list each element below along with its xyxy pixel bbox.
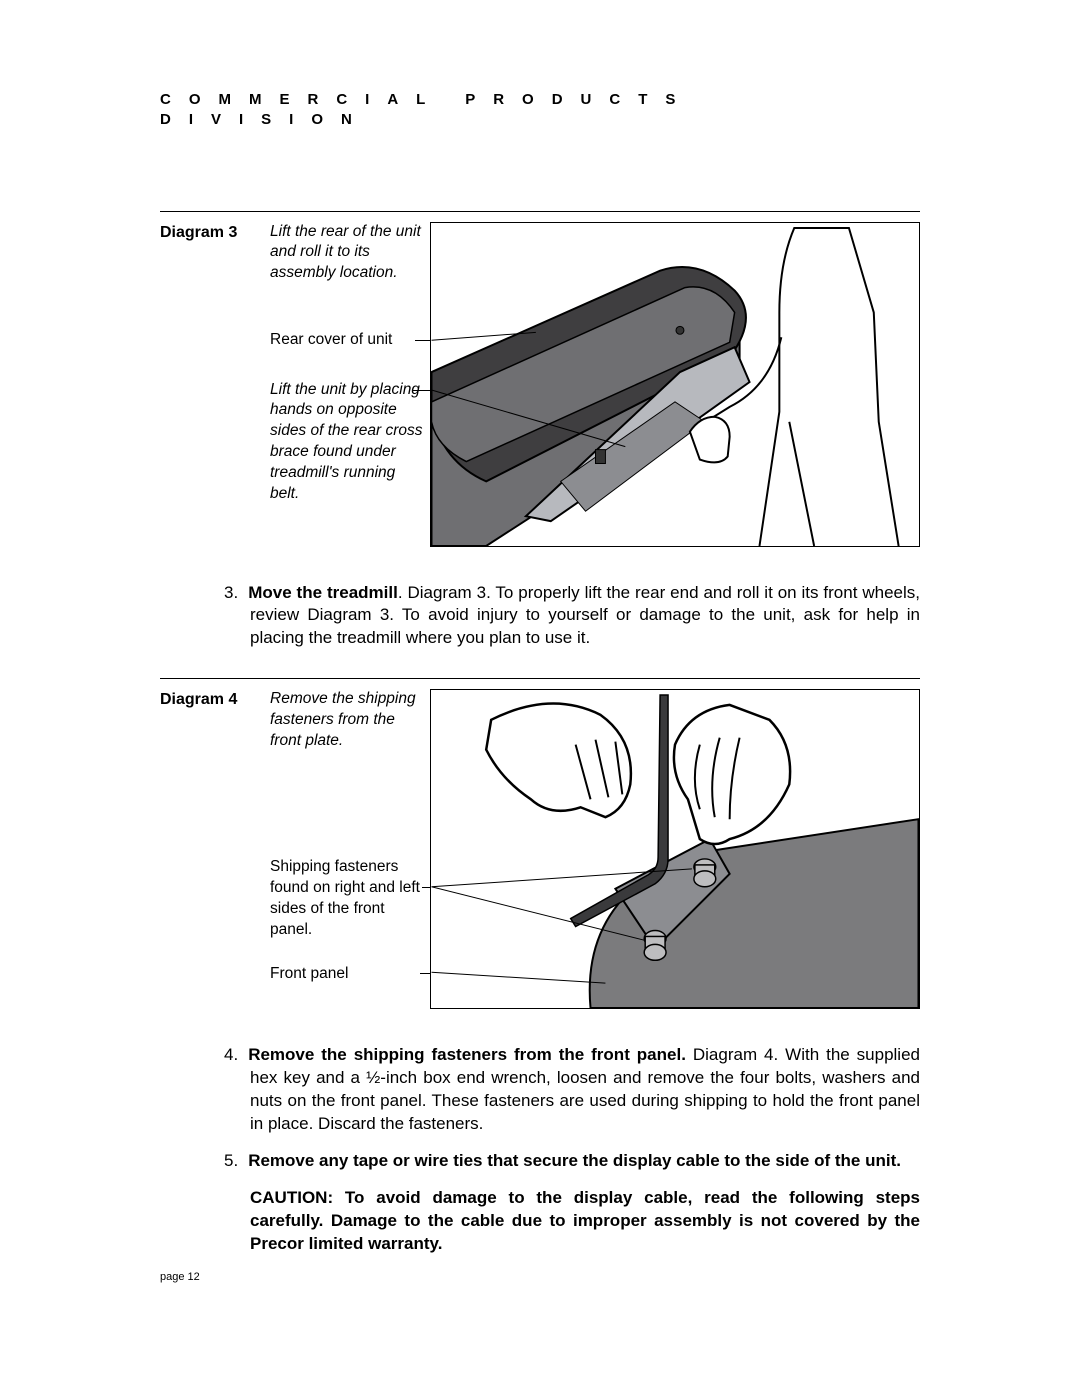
- step3-paragraph: 3.Move the treadmill. Diagram 3. To prop…: [250, 582, 920, 651]
- page-header: COMMERCIAL PRODUCTS DIVISION: [160, 90, 920, 131]
- fastener-remove-svg: [431, 690, 919, 1008]
- diagram4-block: Diagram 4 Remove the shipping fasteners …: [160, 689, 920, 1019]
- diagram4-label: Diagram 4: [160, 689, 237, 711]
- page-number: page 12: [160, 1270, 200, 1285]
- diagram3-illustration: [430, 222, 920, 547]
- diagram3-callout-a: Rear cover of unit: [270, 330, 425, 351]
- leader-line: [420, 973, 430, 974]
- caution-paragraph: CAUTION: To avoid damage to the display …: [250, 1187, 920, 1256]
- diagram3-block: Diagram 3 Lift the rear of the unit and …: [160, 222, 920, 557]
- diagram3-callout-b: Lift the unit by placing hands on opposi…: [270, 380, 425, 506]
- treadmill-lift-svg: [431, 223, 919, 546]
- step4-paragraph: 4.Remove the shipping fasteners from the…: [250, 1044, 920, 1136]
- diagram3-caption: Lift the rear of the unit and roll it to…: [270, 222, 425, 285]
- step5-paragraph: 5.Remove any tape or wire ties that secu…: [250, 1150, 920, 1173]
- step4-title: Remove the shipping fasteners from the f…: [248, 1045, 686, 1064]
- rule-top-diagram4: [160, 678, 920, 679]
- leader-line: [422, 887, 430, 888]
- step4-num: 4.: [224, 1045, 248, 1064]
- step3-num: 3.: [224, 583, 248, 602]
- diagram4-caption: Remove the shipping fasteners from the f…: [270, 689, 425, 752]
- step5-num: 5.: [224, 1151, 248, 1170]
- leader-line: [412, 390, 430, 391]
- caution-text: CAUTION: To avoid damage to the display …: [250, 1188, 920, 1253]
- step5-title: Remove any tape or wire ties that secure…: [248, 1151, 901, 1170]
- page-content: COMMERCIAL PRODUCTS DIVISION Diagram 3 L…: [160, 90, 920, 1256]
- rule-top-diagram3: [160, 211, 920, 212]
- diagram4-callout-b: Front panel: [270, 964, 425, 985]
- leader-line: [415, 340, 430, 341]
- step3-title: Move the treadmill: [248, 583, 398, 602]
- diagram3-label: Diagram 3: [160, 222, 237, 244]
- diagram4-illustration: [430, 689, 920, 1009]
- diagram4-callout-a: Shipping fasteners found on right and le…: [270, 857, 425, 941]
